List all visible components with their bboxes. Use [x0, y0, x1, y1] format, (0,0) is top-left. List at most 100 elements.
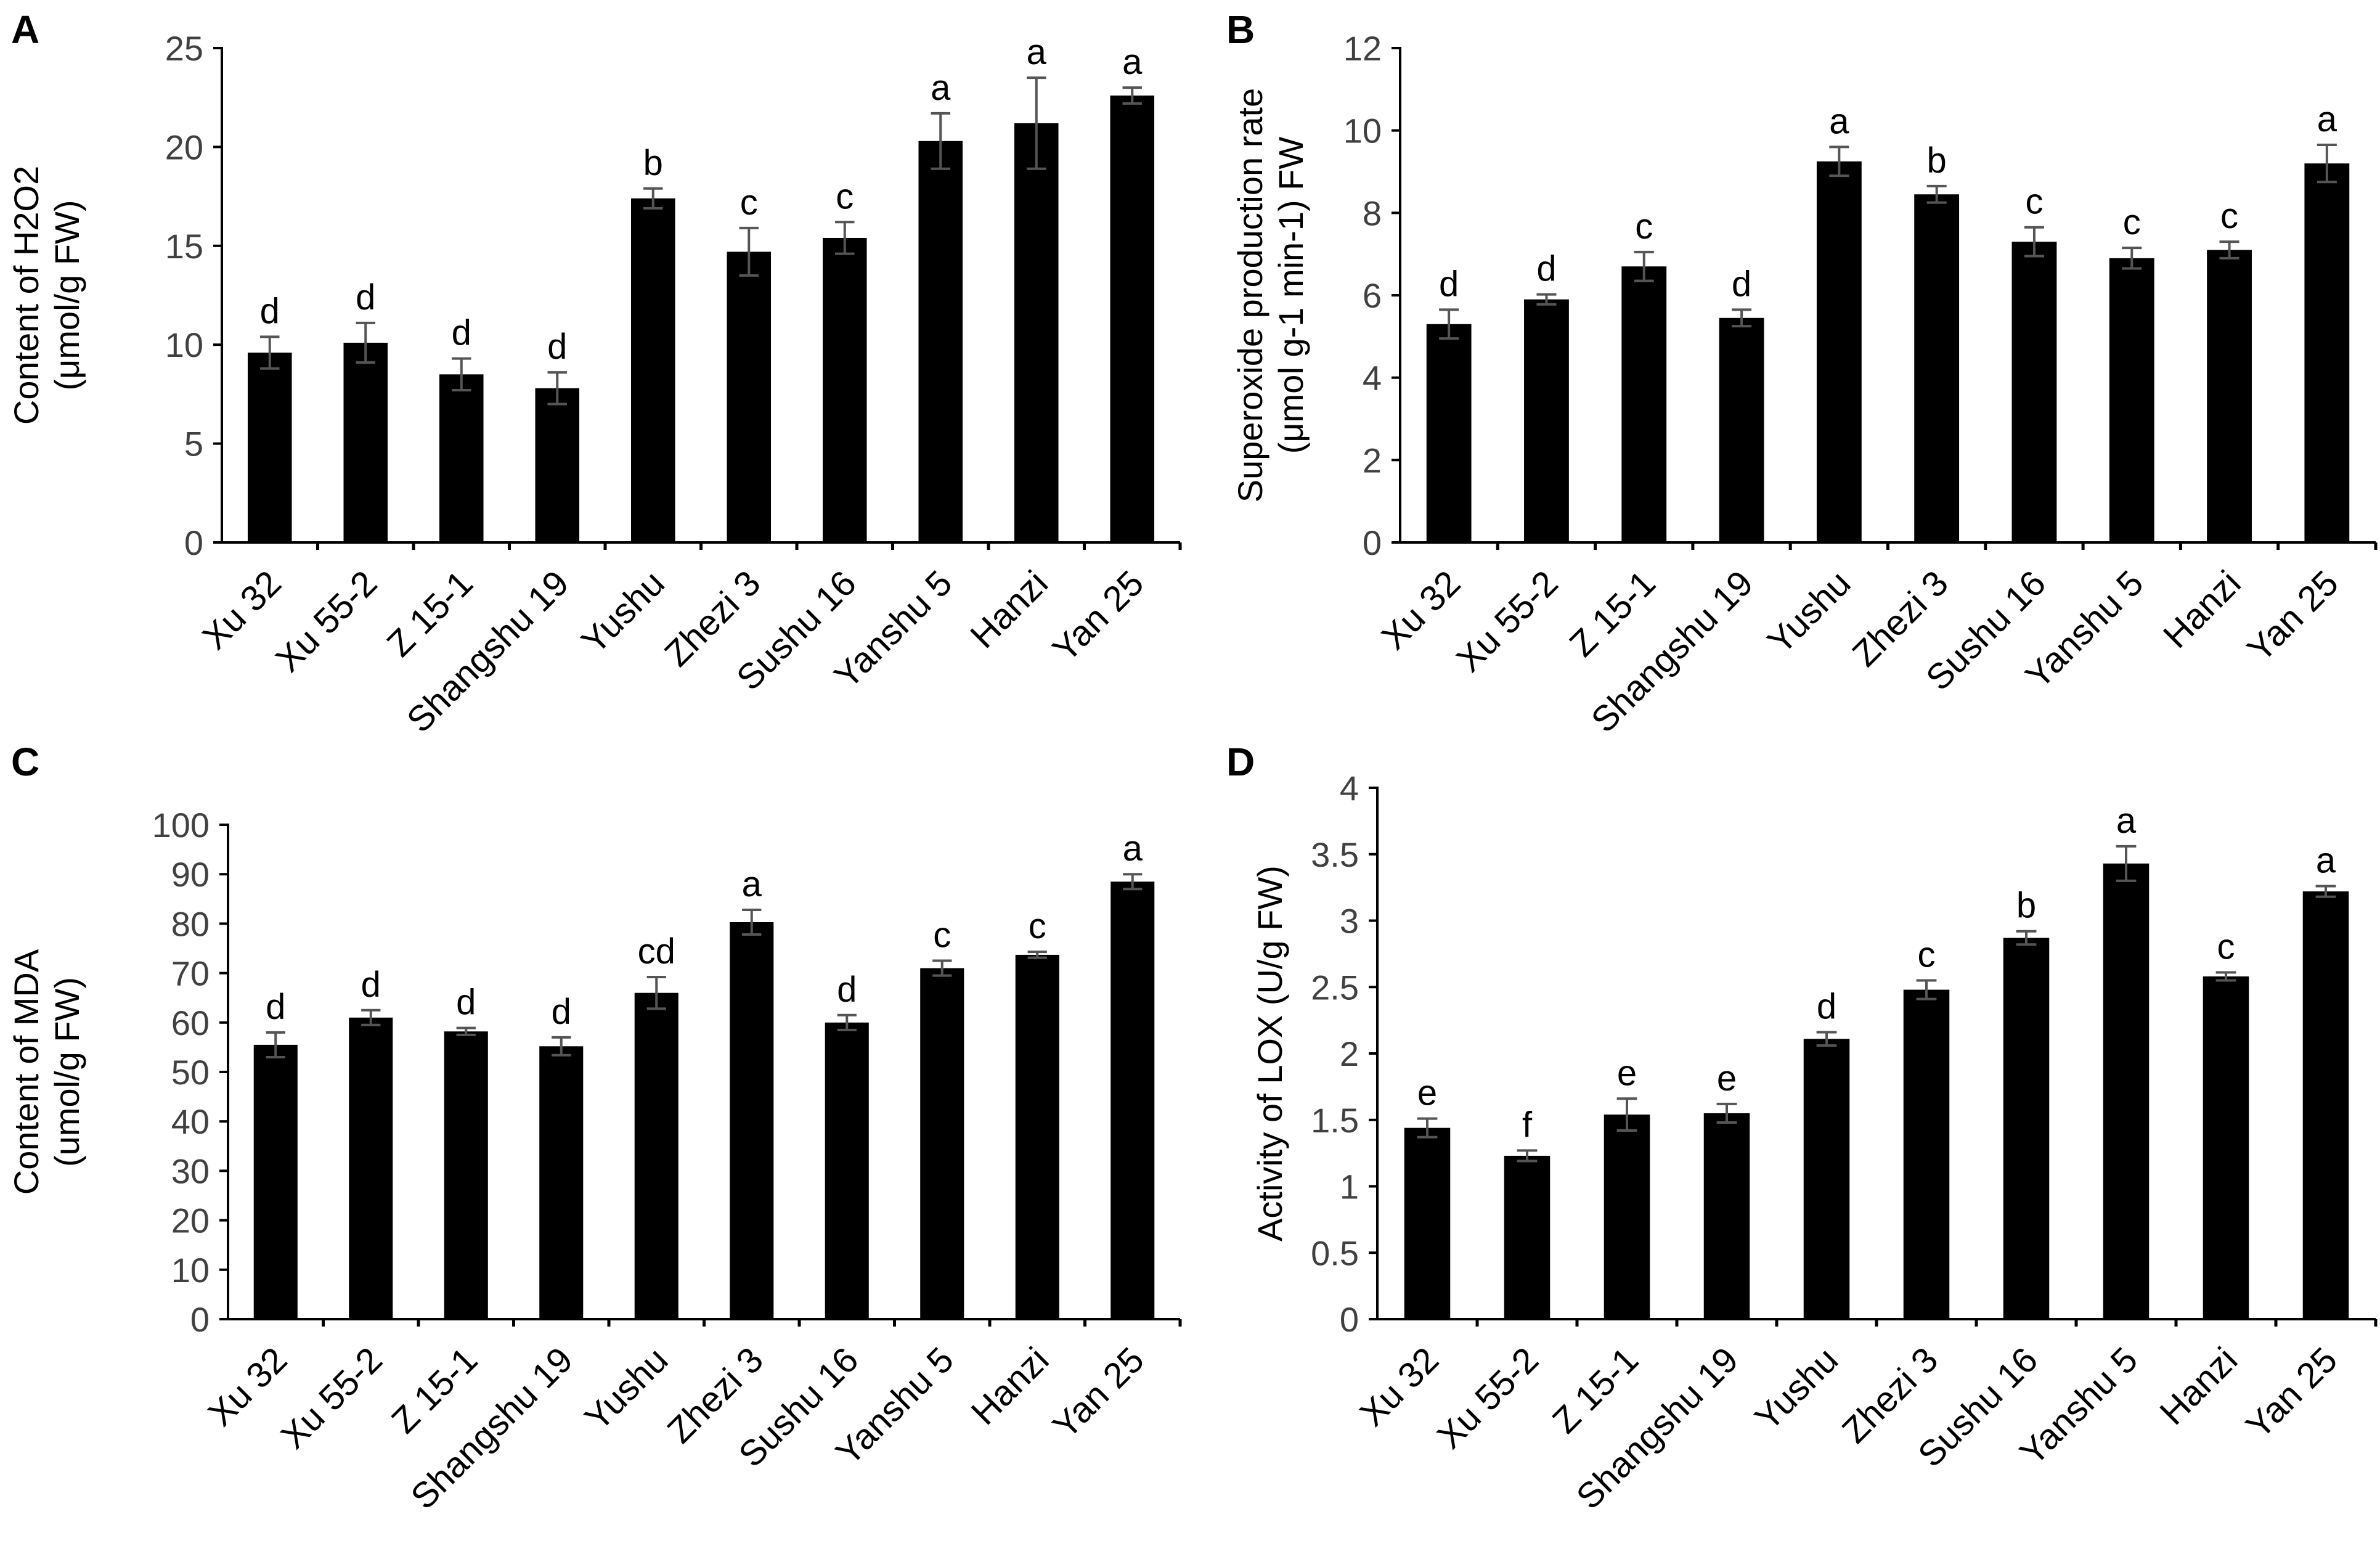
- significance-label: b: [2016, 886, 2036, 926]
- x-category-label: Yan 25: [2238, 1339, 2345, 1446]
- significance-label: e: [1617, 1053, 1637, 1093]
- y-tick-label: 5: [184, 425, 203, 464]
- bar-xu-55-2: [343, 342, 388, 542]
- bar-xu-32: [253, 1044, 298, 1319]
- bar-yan-25: [1111, 881, 1155, 1319]
- bar-yanshu-5: [920, 968, 964, 1319]
- y-tick-label: 20: [171, 1201, 210, 1240]
- y-tick-label: 6: [1363, 276, 1382, 315]
- significance-label: e: [1417, 1073, 1437, 1113]
- significance-label: d: [1732, 264, 1751, 304]
- significance-label: a: [2317, 99, 2337, 139]
- significance-label: a: [742, 864, 762, 904]
- y-tick-label: 1: [1340, 1168, 1359, 1206]
- x-category-label: Xu 32: [1374, 563, 1468, 657]
- bar-sushu-16: [822, 237, 867, 542]
- bar-zhezi-3: [1903, 989, 1950, 1319]
- significance-label: c: [2217, 927, 2235, 967]
- panel-letter: A: [11, 7, 39, 52]
- y-tick-label: 70: [171, 954, 210, 993]
- significance-label: a: [1027, 32, 1047, 72]
- y-tick-label: 50: [171, 1053, 210, 1092]
- bar-z-15-1: [1621, 266, 1667, 542]
- y-axis-title-line1: Content of MDA: [7, 949, 46, 1195]
- y-tick-label: 4: [1340, 769, 1359, 808]
- significance-label: a: [931, 68, 951, 108]
- x-category-label: Xu 55-2: [1430, 1339, 1547, 1457]
- bar-yan-25: [2304, 163, 2350, 543]
- significance-label: d: [837, 970, 857, 1010]
- significance-label: a: [1829, 101, 1849, 141]
- bar-xu-55-2: [1524, 299, 1569, 542]
- y-tick-label: 8: [1363, 194, 1382, 232]
- significance-label: c: [933, 915, 951, 955]
- y-tick-label: 3.5: [1311, 835, 1359, 874]
- significance-label: c: [2025, 182, 2043, 222]
- significance-label: d: [1536, 249, 1556, 289]
- y-tick-label: 2: [1363, 441, 1382, 480]
- significance-label: b: [643, 143, 663, 183]
- x-category-label: Hanzi: [964, 1339, 1057, 1433]
- bar-sushu-16: [2003, 938, 2050, 1319]
- x-category-label: Yan 25: [1045, 563, 1152, 669]
- x-category-label: Xu 32: [195, 563, 289, 657]
- significance-label: c: [1635, 207, 1653, 247]
- significance-label: d: [1817, 987, 1836, 1027]
- bar-hanzi: [1014, 123, 1059, 543]
- bar-shangshu-19: [1719, 317, 1764, 542]
- significance-label: c: [1029, 906, 1046, 946]
- bar-hanzi: [2207, 250, 2252, 542]
- panel-letter: D: [1226, 740, 1255, 784]
- bar-yan-25: [1110, 95, 1155, 542]
- significance-label: d: [266, 987, 285, 1027]
- significance-label: cd: [638, 931, 675, 971]
- y-tick-label: 0: [1340, 1300, 1359, 1339]
- significance-label: f: [1522, 1105, 1533, 1145]
- y-tick-label: 4: [1363, 359, 1382, 398]
- y-tick-label: 3: [1340, 902, 1359, 941]
- bar-yan-25: [2302, 891, 2349, 1319]
- y-tick-label: 10: [1343, 112, 1382, 150]
- y-tick-label: 20: [165, 128, 203, 166]
- bar-yanshu-5: [2103, 863, 2150, 1319]
- x-category-label: Xu 32: [1352, 1339, 1446, 1434]
- significance-label: d: [260, 291, 280, 331]
- significance-label: d: [547, 327, 567, 367]
- significance-label: a: [1123, 828, 1143, 869]
- x-category-label: Xu 55-2: [273, 1339, 390, 1457]
- x-category-label: Yan 25: [1045, 1339, 1152, 1446]
- y-axis-title-line1: Content of H2O2: [7, 166, 46, 425]
- y-tick-label: 2: [1340, 1034, 1359, 1073]
- y-tick-label: 100: [152, 806, 210, 845]
- significance-label: d: [452, 313, 471, 353]
- significance-label: d: [456, 983, 476, 1023]
- x-category-label: Xu 55-2: [1449, 563, 1566, 680]
- significance-label: d: [356, 277, 375, 317]
- x-category-label: Hanzi: [2152, 1339, 2245, 1433]
- bar-zhezi-3: [730, 922, 774, 1319]
- y-tick-label: 40: [171, 1102, 210, 1141]
- y-tick-label: 90: [171, 855, 210, 894]
- significance-label: e: [1717, 1058, 1737, 1098]
- significance-label: d: [1439, 264, 1459, 304]
- bar-z-15-1: [1604, 1115, 1650, 1319]
- significance-label: c: [740, 182, 758, 223]
- y-axis-title-line2: (μmol g-1 min-1) FW: [1271, 137, 1310, 454]
- bar-zhezi-3: [1914, 194, 1960, 543]
- bar-yushu: [1816, 161, 1862, 543]
- y-axis-title: Activity of LOX (U/g FW): [1250, 865, 1289, 1241]
- y-axis-title-line2: (umol/g FW): [47, 977, 86, 1167]
- y-axis-title-line2: (μmol/g FW): [47, 200, 86, 390]
- significance-label: c: [836, 176, 854, 216]
- bar-xu-32: [1404, 1127, 1451, 1319]
- y-tick-label: 0: [190, 1300, 210, 1339]
- y-tick-label: 1.5: [1311, 1101, 1359, 1140]
- significance-label: c: [1918, 935, 1936, 975]
- y-tick-label: 15: [165, 227, 203, 266]
- y-tick-label: 60: [171, 1004, 210, 1042]
